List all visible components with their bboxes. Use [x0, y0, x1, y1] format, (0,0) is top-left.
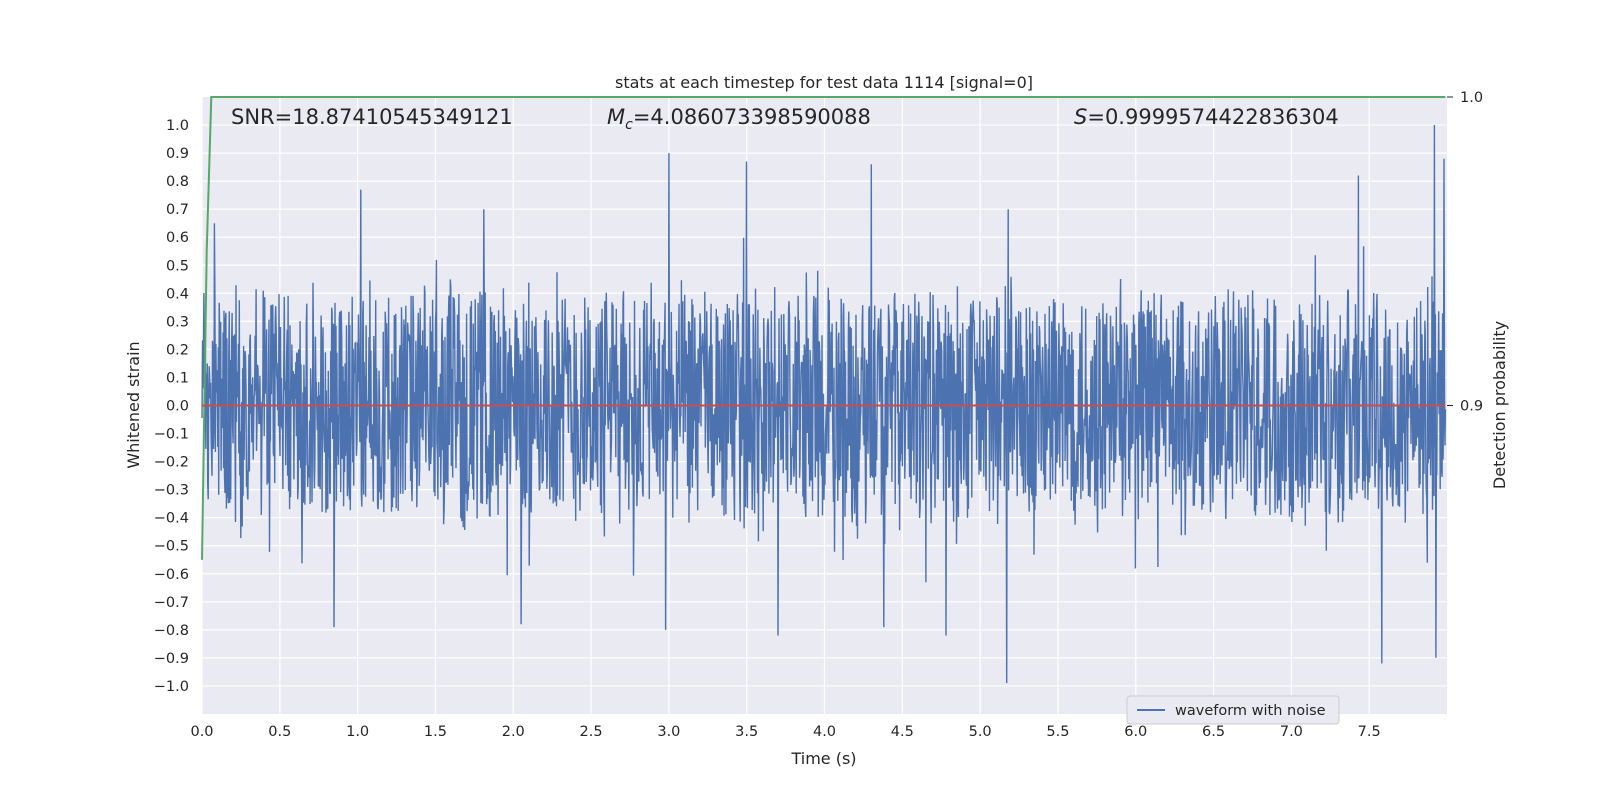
y-tick-label: 1.0 — [166, 118, 189, 134]
y-tick-label: −0.5 — [154, 539, 189, 555]
y-tick-label: −0.2 — [154, 455, 189, 471]
y-tick-label: −1.0 — [154, 679, 189, 695]
y-axis-label: Whitened strain — [124, 341, 143, 468]
y-tick-label: 0.4 — [166, 286, 189, 302]
x-tick-label: 1.5 — [424, 724, 447, 740]
chirp-mass-value: =4.086073398590088 — [633, 105, 871, 129]
y-tick-label: 0.8 — [166, 174, 189, 190]
y-tick-label: −0.4 — [154, 511, 189, 527]
legend-box — [1126, 695, 1340, 725]
x-axis-label: Time (s) — [790, 749, 856, 768]
y-tick-label: −0.1 — [154, 427, 189, 443]
legend-label-waveform: waveform with noise — [1175, 703, 1326, 719]
y-tick-label: 0.3 — [166, 314, 189, 330]
chart-title: stats at each timestep for test data 111… — [615, 73, 1033, 92]
y-tick-label: 0.1 — [166, 370, 189, 386]
snr-annotation: SNR=18.87410545349121 — [231, 105, 513, 129]
x-tick-label: 7.5 — [1358, 724, 1381, 740]
x-tick-label: 3.0 — [657, 724, 680, 740]
y-tick-label: 0.0 — [166, 399, 189, 415]
score-symbol: S — [1074, 105, 1087, 129]
y-tick-label: 0.9 — [166, 146, 189, 162]
score-value: =0.9999574422836304 — [1087, 105, 1338, 129]
y-tick-label: 0.7 — [166, 202, 189, 218]
data-layer — [201, 96, 1447, 684]
y-tick-label: 0.5 — [166, 258, 189, 274]
x-tick-label: 1.0 — [346, 724, 369, 740]
x-tick-label: 2.5 — [580, 724, 603, 740]
y-tick-label: −0.3 — [154, 483, 189, 499]
y-tick-label: 0.2 — [166, 342, 189, 358]
score-annotation: S=0.9999574422836304 — [1074, 105, 1339, 129]
y2-tick-label: 0.9 — [1460, 399, 1483, 415]
y-tick-label: 0.6 — [166, 230, 189, 246]
y-axis: 1.0 0.9 0.8 0.7 0.6 0.5 0.4 0.3 0.2 0.1 0.0 −0.1 −0.… — [154, 118, 189, 695]
chirp-mass-annotation: Mc=4.086073398590088 — [607, 105, 871, 133]
chirp-mass-subscript: c — [625, 117, 633, 133]
chirp-mass-symbol: M — [607, 105, 625, 129]
y-tick-label: −0.7 — [154, 595, 189, 611]
y-tick-label: −0.6 — [154, 567, 189, 583]
y2-tick-label: 1.0 — [1460, 90, 1483, 106]
x-tick-label: 6.0 — [1124, 724, 1147, 740]
x-tick-label: 0.0 — [190, 724, 213, 740]
waveform-line — [201, 124, 1447, 684]
x-tick-label: 2.0 — [502, 724, 525, 740]
x-tick-label: 4.5 — [891, 724, 914, 740]
detection-probability-line — [201, 96, 1446, 560]
y2-axis: 1.0 0.9 — [1447, 90, 1483, 415]
x-tick-label: 4.0 — [813, 724, 836, 740]
x-tick-label: 5.0 — [969, 724, 992, 740]
x-axis: 0.0 0.5 1.0 1.5 2.0 2.5 3.0 3.5 4.0 4.5 5.0 5.5 6.0 6… — [190, 724, 1380, 740]
y-tick-label: −0.8 — [154, 623, 189, 639]
y-tick-label: −0.9 — [154, 651, 189, 667]
x-tick-label: 6.5 — [1202, 724, 1225, 740]
y2-axis-label: Detection probability — [1490, 321, 1509, 489]
x-tick-label: 7.0 — [1280, 724, 1303, 740]
legend: waveform with noise — [1126, 695, 1340, 725]
x-tick-label: 3.5 — [735, 724, 758, 740]
x-tick-label: 5.5 — [1046, 724, 1069, 740]
x-tick-label: 0.5 — [268, 724, 291, 740]
